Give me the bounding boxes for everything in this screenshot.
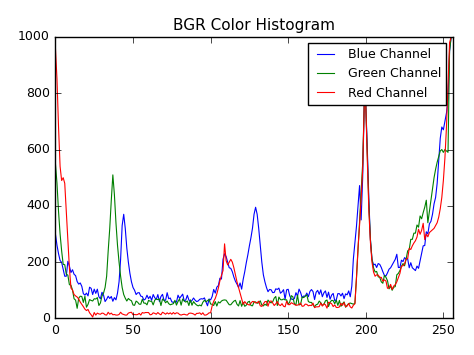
Blue Channel [177,296,182,301]
Red Channel [90,315,96,319]
Green Channel [178,303,184,307]
Green Channel [200,300,206,304]
Blue Channel [203,300,209,304]
Blue Channel [205,304,210,308]
Red Channel [53,46,58,50]
Blue Channel [448,35,454,39]
Blue Channel [53,232,58,236]
Line: Blue Channel: Blue Channel [55,37,451,306]
Green Channel [205,299,210,303]
Red Channel [227,260,232,264]
Green Channel [227,302,232,307]
Red Channel [178,313,184,317]
Red Channel [205,312,210,316]
Green Channel [448,35,454,39]
Red Channel [448,35,454,39]
Line: Green Channel: Green Channel [55,37,451,308]
Blue Channel [227,266,232,270]
Green Channel [250,304,255,308]
Red Channel [375,273,381,277]
Blue Channel [199,297,204,301]
Title: BGR Color Histogram: BGR Color Histogram [173,18,335,33]
Legend: Blue Channel, Green Channel, Red Channel: Blue Channel, Green Channel, Red Channel [308,43,447,105]
Blue Channel [250,226,255,230]
Blue Channel [375,261,381,266]
Line: Red Channel: Red Channel [55,37,451,317]
Green Channel [53,162,58,166]
Red Channel [200,311,206,315]
Green Channel [375,275,381,279]
Red Channel [250,299,255,304]
Green Channel [74,306,80,310]
